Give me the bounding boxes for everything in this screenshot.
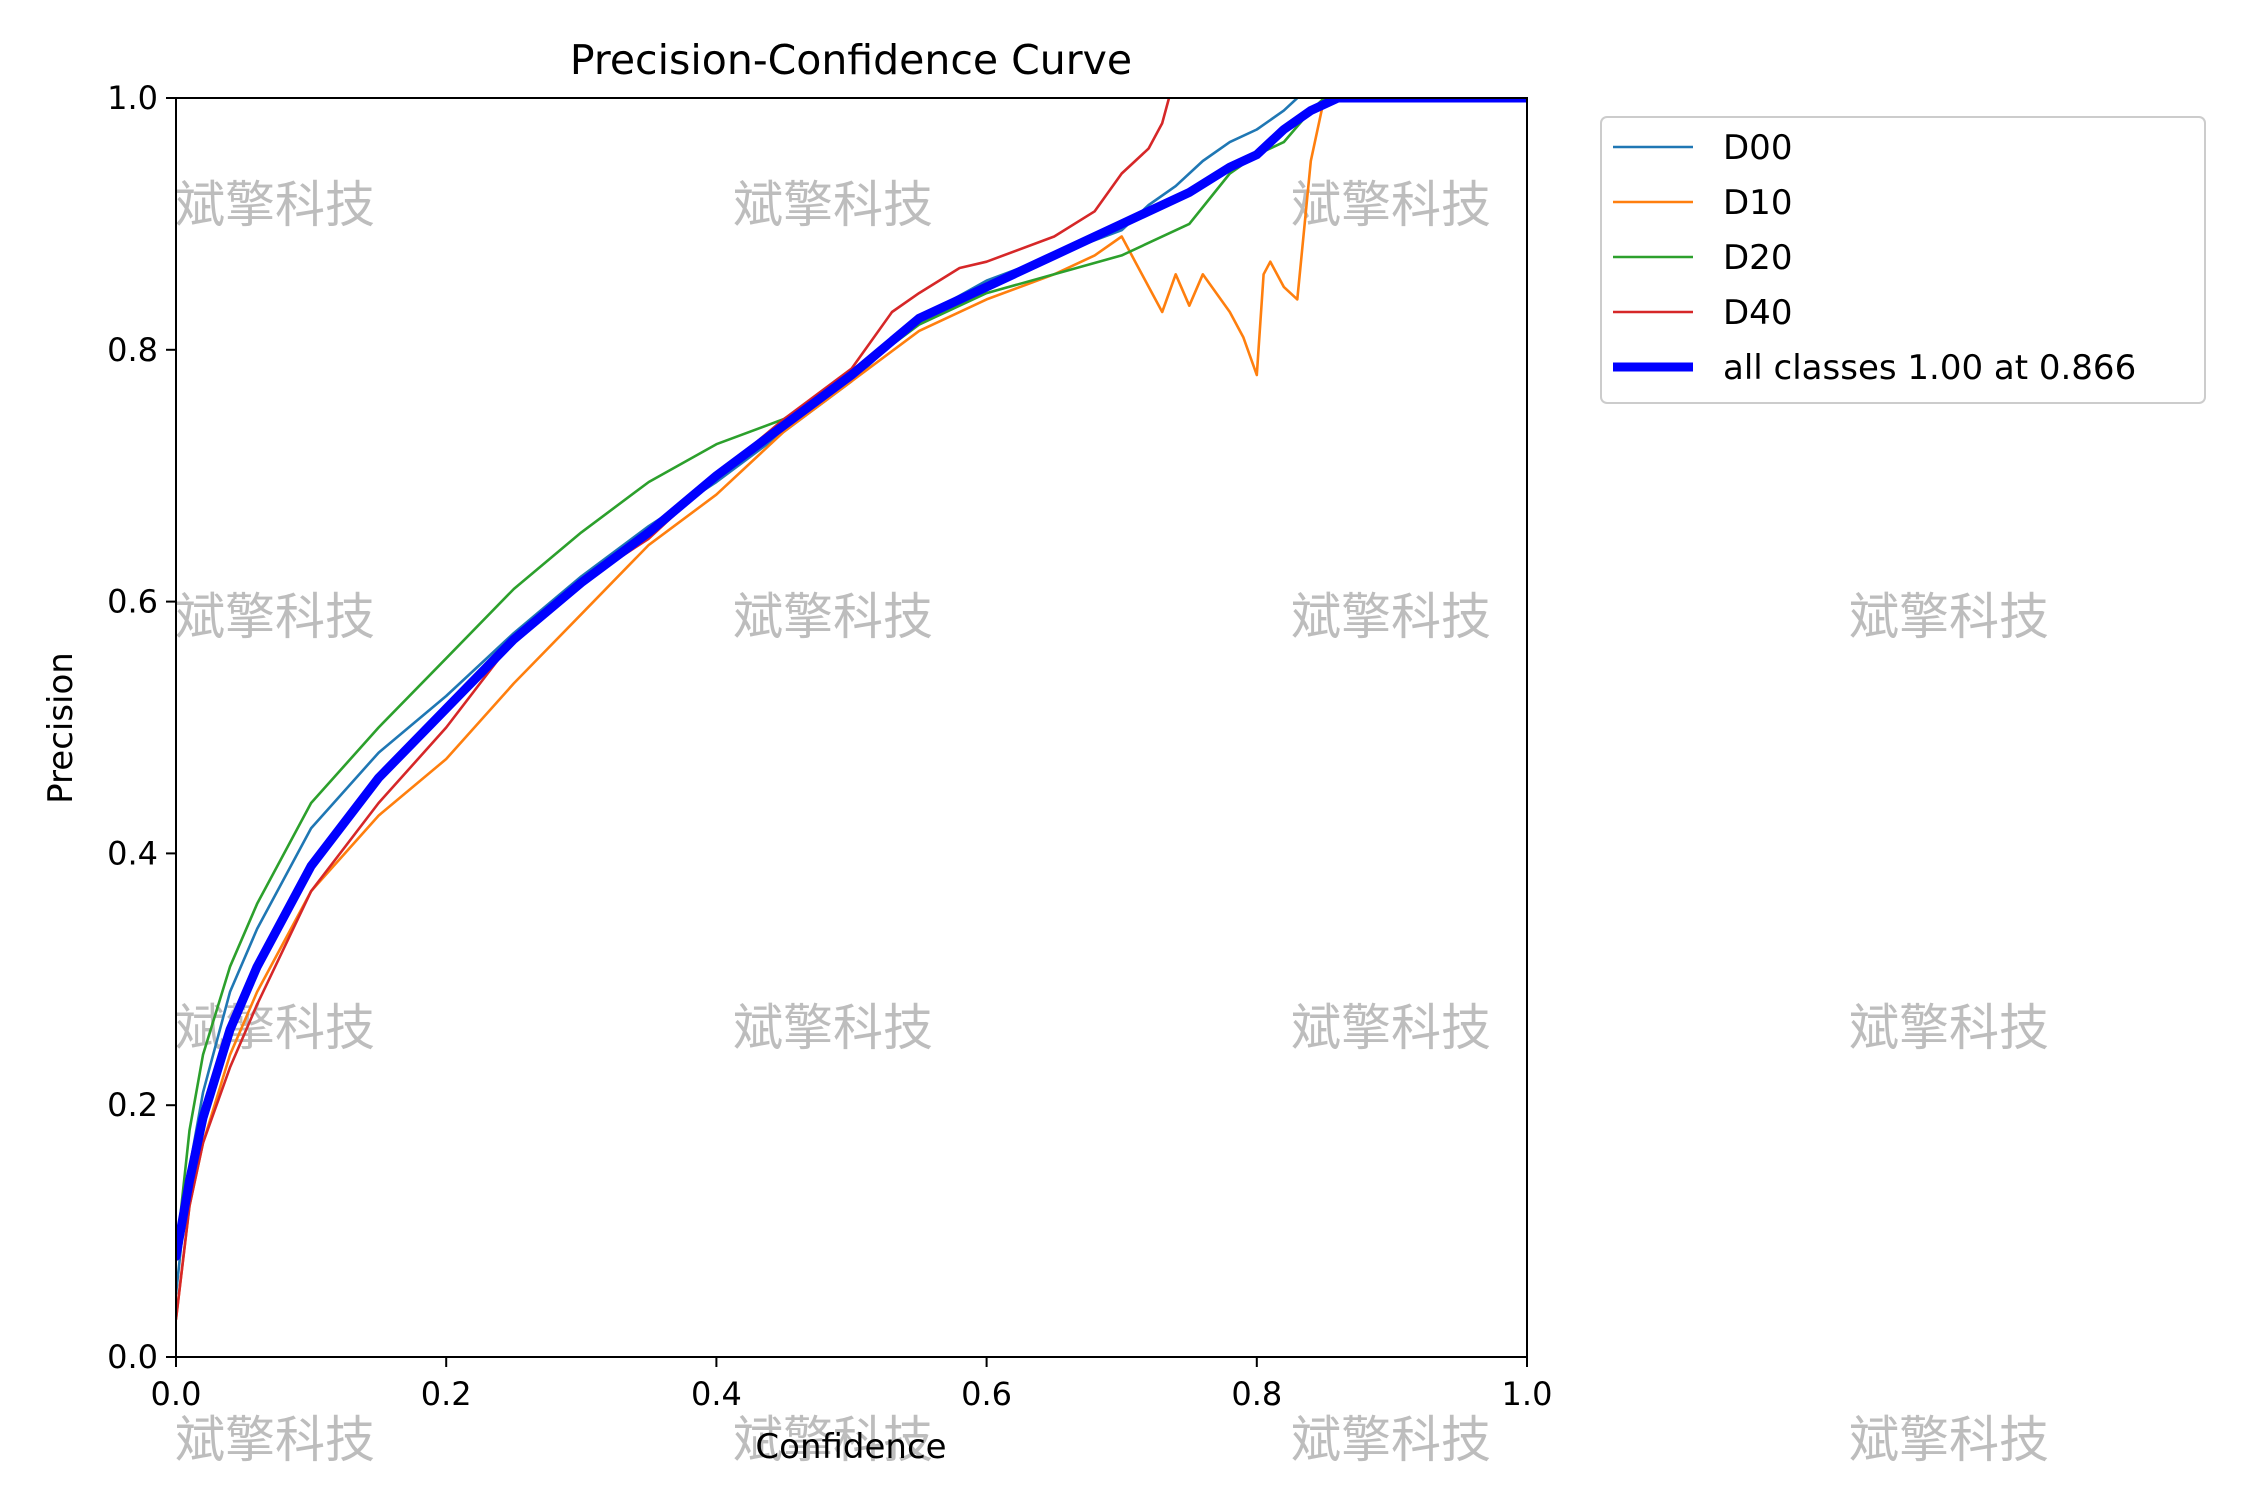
x-tick-label: 0.4 — [691, 1375, 742, 1413]
x-tick-label: 0.2 — [421, 1375, 472, 1413]
x-tick-label: 0.6 — [961, 1375, 1012, 1413]
x-axis-label: Confidence — [755, 1427, 946, 1467]
legend-label: D20 — [1723, 238, 1792, 278]
series-line-d10 — [176, 98, 1326, 1321]
y-tick-label: 0.6 — [107, 583, 158, 621]
y-axis: 0.0 0.2 0.4 0.6 0.8 1.0 — [107, 79, 176, 1376]
watermark-text: 斌擎科技 — [733, 999, 933, 1057]
watermark-text: 斌擎科技 — [1291, 1411, 1491, 1469]
watermark-text: 斌擎科技 — [175, 1411, 375, 1469]
legend-label: D10 — [1723, 183, 1792, 223]
plot-frame — [175, 97, 1528, 1358]
series-line-d20 — [176, 98, 1326, 1258]
y-tick-label: 0.0 — [107, 1338, 158, 1376]
series-layer — [176, 98, 1527, 1321]
watermark-text: 斌擎科技 — [733, 176, 933, 234]
legend-label: D40 — [1723, 293, 1792, 333]
series-line-d40 — [176, 98, 1171, 1321]
chart-title: Precision-Confidence Curve — [570, 36, 1132, 84]
x-axis: 0.0 0.2 0.4 0.6 0.8 1.0 — [151, 1357, 1553, 1413]
x-tick-label: 0.8 — [1231, 1375, 1282, 1413]
watermark-text: 斌擎科技 — [1849, 588, 2049, 646]
watermark-text: 斌擎科技 — [1291, 176, 1491, 234]
watermark-text: 斌擎科技 — [1849, 999, 2049, 1057]
watermark-text: 斌擎科技 — [733, 1411, 933, 1469]
legend-label: all classes 1.00 at 0.866 — [1723, 348, 2136, 388]
y-tick-label: 1.0 — [107, 79, 158, 117]
y-tick-label: 0.4 — [107, 834, 158, 872]
y-axis-label: Precision — [41, 652, 81, 804]
watermark-text: 斌擎科技 — [175, 176, 375, 234]
x-tick-label: 0.0 — [151, 1375, 202, 1413]
y-tick-label: 0.8 — [107, 331, 158, 369]
series-line-all-classes — [176, 98, 1527, 1261]
legend-box — [1600, 116, 2206, 404]
watermark-text: 斌擎科技 — [1291, 999, 1491, 1057]
watermark-text: 斌擎科技 — [733, 588, 933, 646]
legend-label: D00 — [1723, 128, 1792, 168]
y-tick-label: 0.2 — [107, 1086, 158, 1124]
watermark-text: 斌擎科技 — [175, 588, 375, 646]
watermark-text: 斌擎科技 — [1849, 1411, 2049, 1469]
watermark-text: 斌擎科技 — [1291, 588, 1491, 646]
watermark-text: 斌擎科技 — [175, 999, 375, 1057]
legend: D00 D10 D20 D40 all classes 1.00 at 0.866 — [1600, 116, 2206, 404]
x-tick-label: 1.0 — [1502, 1375, 1553, 1413]
